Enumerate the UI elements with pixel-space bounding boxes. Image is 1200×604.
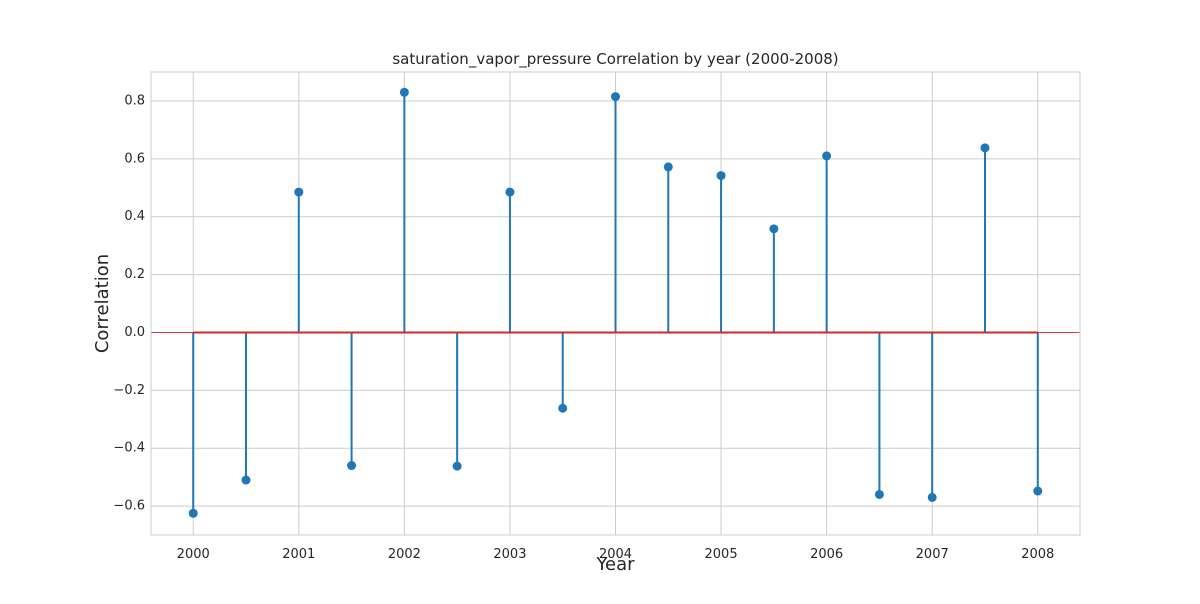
data-point-marker — [505, 187, 515, 197]
x-tick-label: 2004 — [599, 547, 632, 562]
data-point-marker — [822, 151, 832, 161]
data-point-marker — [188, 508, 198, 518]
data-point-marker — [294, 187, 304, 197]
x-tick-label: 2006 — [810, 547, 843, 562]
markers — [188, 87, 1043, 518]
x-tick-label: 2003 — [493, 547, 526, 562]
y-tick-label: 0.0 — [124, 325, 145, 340]
y-tick-label: 0.2 — [124, 267, 145, 282]
x-tick-label: 2005 — [705, 547, 738, 562]
data-point-marker — [874, 489, 884, 499]
data-point-marker — [558, 403, 568, 413]
data-point-marker — [927, 492, 937, 502]
x-axis-title: Year — [595, 554, 635, 575]
data-point-marker — [241, 475, 251, 485]
x-tick-label: 2007 — [916, 547, 949, 562]
data-point-marker — [980, 143, 990, 153]
y-tick-label: 0.6 — [124, 151, 145, 166]
chart-title: saturation_vapor_pressure Correlation by… — [392, 50, 838, 69]
y-tick-label: 0.4 — [124, 209, 145, 224]
data-point-marker — [769, 224, 779, 234]
y-tick-labels: −0.6 −0.4 −0.2 0.0 0.2 0.4 0.6 0.8 — [113, 93, 145, 513]
data-point-marker — [663, 162, 673, 172]
data-point-marker — [452, 461, 462, 471]
x-tick-label: 2008 — [1021, 547, 1054, 562]
data-point-marker — [716, 171, 726, 181]
data-point-marker — [347, 461, 357, 471]
data-point-marker — [399, 87, 409, 97]
data-point-marker — [1033, 486, 1043, 496]
y-axis-title: Correlation — [92, 254, 113, 353]
x-tick-labels: 2000 2001 2002 2003 2004 2005 2006 2007 2008 — [177, 547, 1055, 562]
y-tick-label: −0.4 — [113, 441, 145, 456]
y-tick-label: −0.6 — [113, 499, 145, 514]
data-point-marker — [611, 92, 620, 102]
y-tick-label: 0.8 — [124, 93, 145, 108]
stems — [192, 92, 1039, 514]
y-tick-label: −0.2 — [113, 383, 145, 398]
plot-frame — [150, 71, 1081, 536]
x-tick-label: 2001 — [282, 547, 315, 562]
x-tick-label: 2002 — [388, 547, 421, 562]
x-tick-label: 2000 — [177, 547, 210, 562]
